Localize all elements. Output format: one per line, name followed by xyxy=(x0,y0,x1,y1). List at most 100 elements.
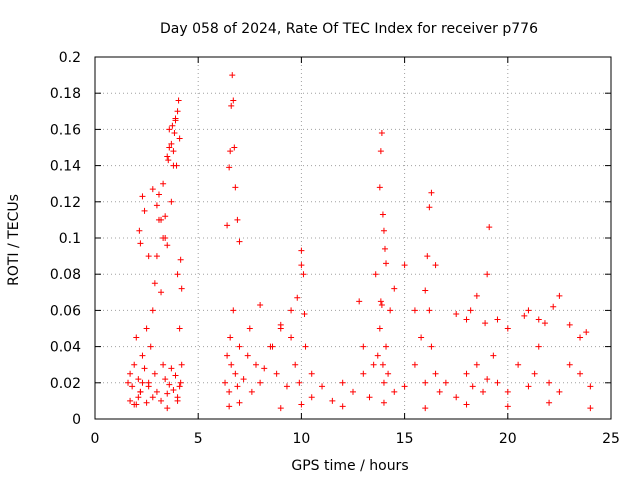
roti-point xyxy=(176,325,183,332)
roti-point xyxy=(261,365,268,372)
roti-point xyxy=(257,379,264,386)
roti-point xyxy=(298,401,305,408)
roti-point xyxy=(234,216,241,223)
roti-point xyxy=(504,325,511,332)
roti-point xyxy=(463,401,470,408)
roti-point xyxy=(428,343,435,350)
roti-point xyxy=(339,379,346,386)
roti-point xyxy=(143,325,150,332)
roti-point xyxy=(230,307,237,314)
roti-point xyxy=(490,352,497,359)
roti-point xyxy=(137,240,144,247)
roti-point xyxy=(494,379,501,386)
roti-point xyxy=(463,370,470,377)
roti-point xyxy=(377,148,384,155)
roti-point xyxy=(174,271,181,278)
roti-point xyxy=(231,144,238,151)
roti-point xyxy=(129,383,136,390)
roti-point xyxy=(178,361,185,368)
roti-point xyxy=(288,334,295,341)
roti-point xyxy=(360,343,367,350)
roti-point xyxy=(556,292,563,299)
roti-point xyxy=(300,271,307,278)
roti-point xyxy=(418,334,425,341)
roti-point xyxy=(228,102,235,109)
x-tick-label: 10 xyxy=(292,431,310,447)
roti-point xyxy=(283,383,290,390)
roti-point xyxy=(141,365,148,372)
roti-point xyxy=(339,403,346,410)
roti-point xyxy=(504,388,511,395)
y-tick-label: 0.08 xyxy=(50,267,81,283)
roti-point xyxy=(234,383,241,390)
roti-point xyxy=(387,307,394,314)
roti-point xyxy=(482,320,489,327)
roti-point xyxy=(145,253,152,260)
roti-point xyxy=(160,235,167,241)
roti-point xyxy=(174,108,181,115)
roti-point xyxy=(160,180,167,187)
roti-point xyxy=(376,325,383,332)
roti-point xyxy=(177,379,184,386)
roti-point xyxy=(127,397,134,404)
roti-point xyxy=(442,379,449,386)
roti-point xyxy=(546,379,553,386)
y-tick-labels: 0 0.02 0.04 0.06 0.08 0.1 0.12 0.14 0.16 0.18 0.2 xyxy=(50,50,81,428)
roti-point xyxy=(228,361,235,368)
roti-point xyxy=(176,383,183,390)
x-tick-label: 25 xyxy=(602,431,620,447)
roti-point xyxy=(372,271,379,278)
roti-point xyxy=(133,334,140,341)
roti-point xyxy=(151,280,158,287)
roti-point xyxy=(531,370,538,377)
roti-point xyxy=(153,202,160,209)
roti-point xyxy=(168,365,175,372)
roti-point xyxy=(277,321,284,328)
roti-point xyxy=(127,370,134,377)
roti-point xyxy=(566,361,573,368)
roti-point xyxy=(453,311,460,318)
roti-point xyxy=(521,312,528,319)
roti-point xyxy=(236,399,243,406)
roti-point xyxy=(168,198,175,205)
roti-point xyxy=(288,307,295,314)
roti-point xyxy=(301,311,308,318)
roti-point xyxy=(229,72,236,79)
roti-point xyxy=(162,213,169,220)
roti-point xyxy=(226,388,233,395)
x-axis-label: GPS time / hours xyxy=(291,458,408,474)
roti-point xyxy=(296,379,303,386)
roti-point xyxy=(308,394,315,401)
roti-point xyxy=(422,379,429,386)
roti-point xyxy=(385,370,392,377)
roti-point xyxy=(380,399,387,406)
roti-point xyxy=(463,316,470,323)
roti-point xyxy=(292,361,299,368)
roti-point xyxy=(370,361,377,368)
roti-point xyxy=(158,289,165,296)
roti-point xyxy=(252,361,259,368)
roti-point xyxy=(236,343,243,350)
roti-point xyxy=(151,370,158,377)
roti-point xyxy=(165,157,172,164)
roti-point xyxy=(541,320,548,327)
roti-point xyxy=(504,403,511,410)
roti-point xyxy=(376,184,383,191)
roti-point xyxy=(378,301,385,308)
roti-point xyxy=(147,343,154,350)
roti-point xyxy=(166,144,173,151)
roti-point xyxy=(298,247,305,254)
roti-point xyxy=(149,307,156,314)
roti-point xyxy=(319,383,326,390)
roti-point xyxy=(141,207,148,214)
axis-ticks xyxy=(94,56,612,420)
roti-point xyxy=(177,256,184,263)
y-tick-label: 0.12 xyxy=(50,195,81,211)
roti-point xyxy=(149,394,156,401)
roti-point xyxy=(155,191,162,198)
roti-point xyxy=(356,298,363,305)
roti-point xyxy=(269,343,276,350)
roti-point xyxy=(240,376,247,383)
